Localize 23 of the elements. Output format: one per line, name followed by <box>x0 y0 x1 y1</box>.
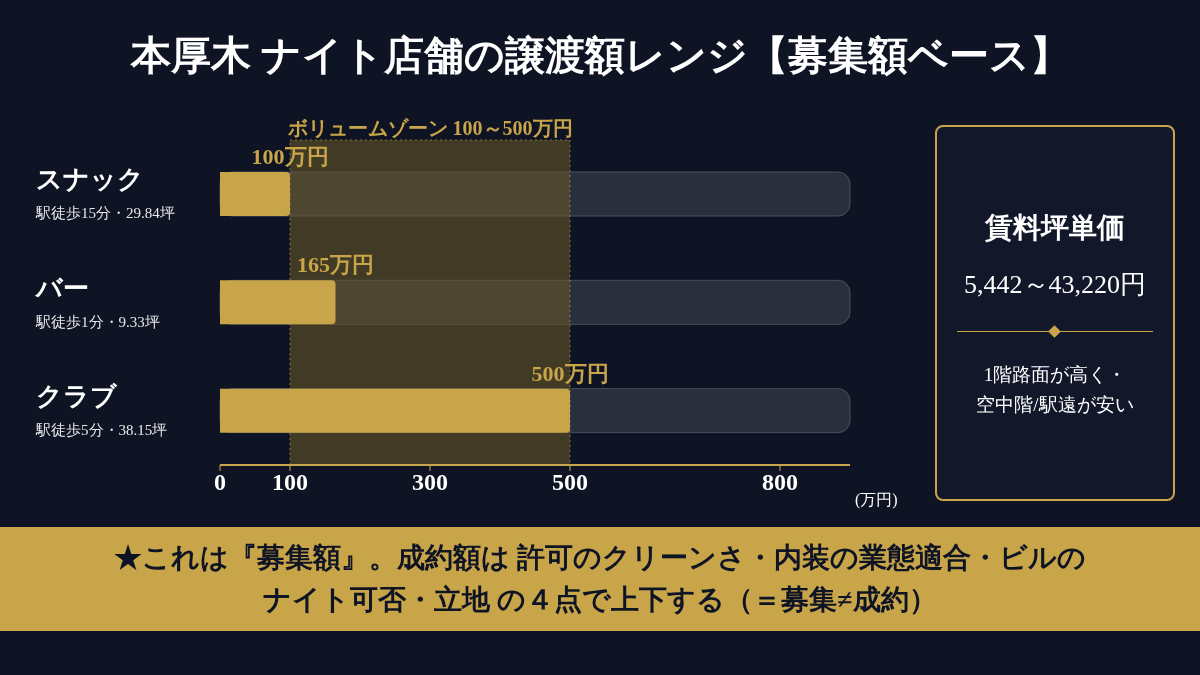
y-tick-label: バー <box>34 273 89 303</box>
x-tick-label: 100 <box>272 469 308 496</box>
data-label: 165万円 <box>297 252 374 278</box>
bar <box>220 280 336 325</box>
y-tick-label: クラブ <box>36 381 118 411</box>
x-tick-label: 300 <box>412 469 448 496</box>
x-axis-title: (万円) <box>855 490 898 509</box>
text: 5,442～43,220円 <box>963 269 1147 301</box>
text: 駅徒歩15分・29.84坪 <box>35 205 175 222</box>
bar <box>220 172 290 216</box>
x-tick-label: 500 <box>552 469 588 496</box>
y-tick-label: スナック <box>36 165 144 195</box>
text: 駅徒歩5分・38.15坪 <box>35 421 168 438</box>
x-tick-label: 800 <box>762 469 798 496</box>
band-label: ボリュームゾーン 100～500万円 <box>286 117 573 139</box>
data-label: 100万円 <box>251 144 329 169</box>
chart-title: 本厚木 ナイト店舗の譲渡額レンジ【募集額ベース】 <box>129 32 1071 80</box>
data-label: 500万円 <box>531 360 609 386</box>
text: ★これは『募集額』。成約額は 許可のクリーンさ・内装の業態適合・ビルのナイト可否・立地 の４点で上下する（＝募集≠成約） <box>113 541 1087 617</box>
text: 賃料坪単価 <box>984 211 1126 245</box>
text: 駅徒歩1分・9.33坪 <box>35 313 160 330</box>
text: 1階路面が高く・空中階/駅遠が安い <box>975 363 1135 418</box>
x-tick-label: 0 <box>214 469 226 496</box>
